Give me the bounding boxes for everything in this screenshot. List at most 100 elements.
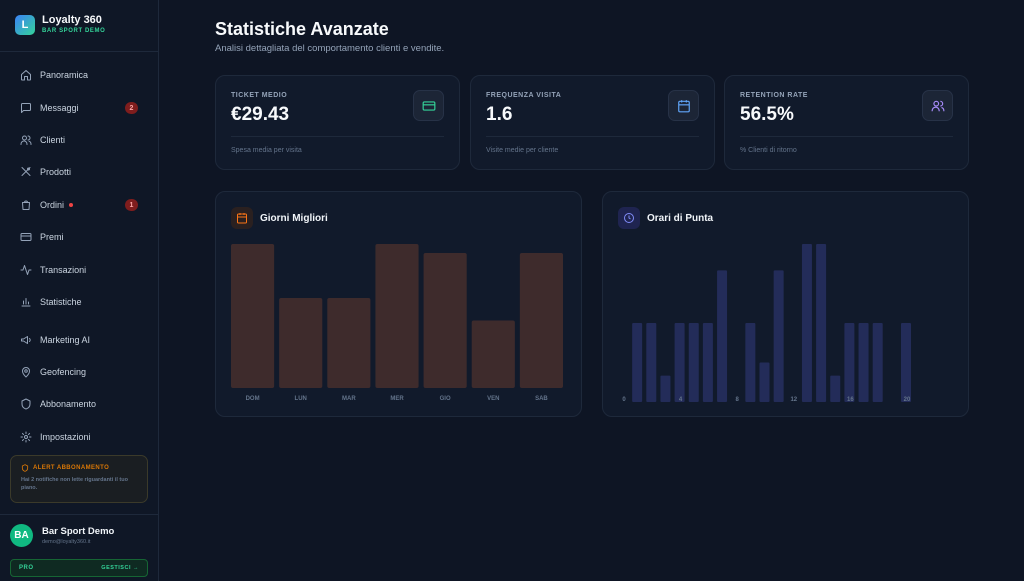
credit-card-icon [413,90,444,121]
sidebar-item-label: Clienti [40,135,66,145]
sidebar-item-abbonamento[interactable]: Abbonamento [12,392,148,416]
bar-hour-7[interactable] [717,270,728,402]
stat-card-retention: RETENTION RATE 56.5% % Clienti di ritorn… [724,75,969,170]
plan-name: PRO [19,565,34,571]
bar-hour-17[interactable] [858,323,869,402]
bar-hour-1[interactable] [632,323,643,402]
count-badge: 1 [125,199,138,211]
sidebar-item-label: Impostazioni [40,432,91,442]
stat-note: Spesa media per visita [231,147,302,154]
divider [0,514,159,515]
clock-icon [618,207,640,229]
page-title: Statistiche Avanzate [215,19,389,39]
sidebar-item-geofencing[interactable]: Geofencing [12,360,148,384]
bar-hour-4[interactable] [674,323,685,402]
message-icon [20,102,32,114]
sidebar-item-transazioni[interactable]: Transazioni [12,258,148,282]
stat-value: €29.43 [231,104,290,125]
sidebar-item-label: Prodotti [40,167,72,177]
bar-lun[interactable] [279,298,323,388]
x-tick-label: 12 [790,397,797,403]
sidebar-item-marketing-ai[interactable]: Marketing AI [12,328,148,352]
sidebar-item-label: Premi [40,232,64,242]
activity-icon [20,264,32,276]
sidebar-item-label: Geofencing [40,367,87,377]
bar-hour-16[interactable] [844,323,855,402]
stat-value: 56.5% [740,104,794,125]
sidebar-item-ordini[interactable]: Ordini 1 [12,193,148,217]
bar-hour-10[interactable] [759,362,770,403]
bar-hour-6[interactable] [702,323,713,402]
bar-hour-3[interactable] [660,375,671,402]
sidebar-item-label: Statistiche [40,297,82,307]
bar-gio[interactable] [423,253,467,388]
bar-hour-13[interactable] [801,244,812,402]
user-profile[interactable]: BA Bar Sport Demo demo@loyalty360.it [10,524,114,547]
bar-sab[interactable] [519,253,563,388]
shopping-bag-icon [20,199,32,211]
bar-hour-18[interactable] [872,323,883,402]
bar-mer[interactable] [375,244,419,388]
bar-hour-14[interactable] [816,244,827,402]
notification-dot [69,203,74,207]
brand[interactable]: L Loyalty 360 BAR SPORT DEMO [15,11,105,39]
chart-title: Giorni Migliori [260,212,328,224]
sidebar-item-impostazioni[interactable]: Impostazioni [12,425,148,449]
home-icon [20,69,32,81]
x-tick-label: 16 [847,397,854,403]
alert-title: ALERT ABBONAMENTO [33,465,110,471]
page-subtitle: Analisi dettagliata del comportamento cl… [215,43,445,54]
peak-hours-chart: 0 4 8 12 16 20 [622,244,911,403]
manage-plan-button[interactable]: GESTISCI → [101,565,139,571]
x-tick-label: MAR [342,396,356,402]
sidebar-item-label: Transazioni [40,265,87,275]
map-pin-icon [20,366,32,378]
user-email: demo@loyalty360.it [42,539,91,545]
sidebar-item-premi[interactable]: Premi [12,225,148,249]
utensils-icon [20,166,32,178]
users-icon [922,90,953,121]
bar-ven[interactable] [471,320,515,389]
shield-icon [21,464,29,472]
sidebar-item-panoramica[interactable]: Panoramica [12,63,148,87]
calendar-icon [668,90,699,121]
sidebar-item-label: Messaggi [40,103,79,113]
stat-label: FREQUENZA VISITA [486,92,562,99]
bar-hour-15[interactable] [830,375,841,402]
bar-hour-20[interactable] [901,323,911,402]
stat-note: Visite medie per cliente [486,147,559,154]
divider [231,136,444,137]
sidebar-item-messaggi[interactable]: Messaggi 2 [12,96,148,120]
bar-hour-2[interactable] [646,323,657,402]
subscription-alert[interactable]: ALERT ABBONAMENTO Hai 2 notifiche non le… [10,455,148,503]
best-days-chart: DOM LUN MAR MER GIO VEN SAB [231,244,563,402]
stat-card-frequency: FREQUENZA VISITA 1.6 Visite medie per cl… [470,75,715,170]
megaphone-icon [20,334,32,346]
chart-title: Orari di Punta [647,212,714,224]
divider [486,136,699,137]
x-tick-label: LUN [295,396,307,402]
x-tick-label: 8 [736,397,740,403]
sidebar-item-statistiche[interactable]: Statistiche [12,290,148,314]
sidebar-item-clienti[interactable]: Clienti [12,128,148,152]
alert-text: Hai 2 notifiche non lette riguardanti il… [21,477,128,491]
chart-card-peak-hours: 0 4 8 12 16 20 Orari di Punta [602,191,969,417]
sidebar-item-prodotti[interactable]: Prodotti [12,160,148,184]
shield-icon [20,398,32,410]
bar-hour-5[interactable] [688,323,699,402]
x-tick-label: GIO [440,396,451,402]
bar-dom[interactable] [231,244,275,388]
x-tick-label: 20 [904,397,911,403]
x-tick-label: SAB [535,396,548,402]
app-title: Loyalty 360 [42,14,102,26]
stat-label: RETENTION RATE [740,92,808,99]
bar-mar[interactable] [327,298,371,388]
credit-card-icon [20,231,32,243]
bar-hour-9[interactable] [745,323,756,402]
sidebar-item-label: Ordini [40,200,65,210]
chart-card-best-days: DOM LUN MAR MER GIO VEN SAB Giorni Migliori [215,191,582,417]
bar-hour-11[interactable] [773,270,784,402]
sidebar-item-label: Panoramica [40,70,89,80]
plan-bar: PRO GESTISCI → [10,559,148,577]
stat-note: % Clienti di ritorno [740,147,797,154]
